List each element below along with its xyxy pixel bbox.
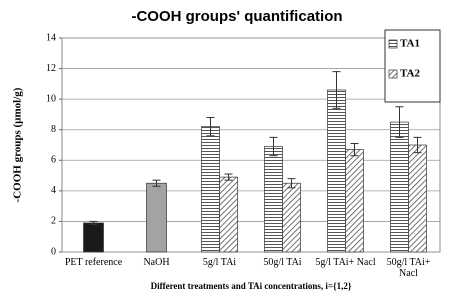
chart-title: -COOH groups' quantification [131, 8, 342, 25]
y-tick-label: 6 [51, 155, 56, 166]
x-tick-label: PET reference [64, 257, 123, 268]
y-tick-label: 2 [51, 216, 56, 227]
legend-swatch [388, 69, 398, 79]
y-tick-label: 0 [51, 246, 56, 257]
error-bar [206, 116, 215, 137]
error-bar [89, 220, 98, 225]
bar [390, 121, 409, 253]
x-axis-label: Different treatments and TAi concentrati… [151, 281, 352, 291]
y-tick-label: 14 [46, 32, 56, 43]
bar [282, 182, 301, 253]
error-bar [413, 136, 422, 154]
error-bar [287, 178, 296, 189]
bar [83, 222, 104, 253]
legend-label: TA2 [400, 68, 420, 80]
bar [408, 144, 427, 253]
bar [264, 146, 283, 253]
error-bar [269, 136, 278, 157]
y-tick-label: 8 [51, 124, 56, 135]
plot-area [61, 37, 441, 253]
x-tick-label: NaOH [143, 257, 170, 268]
error-bar [350, 142, 359, 157]
bar [146, 182, 167, 253]
y-tick-label: 10 [46, 93, 56, 104]
x-tick-label: 50g/l TAi+ Nacl [386, 257, 431, 279]
bar [327, 89, 346, 253]
x-tick-label: 50g/l TAi [263, 257, 302, 268]
y-axis-label: -COOH groups (µmol/g) [12, 87, 24, 202]
y-tick-label: 12 [46, 63, 56, 74]
legend-label: TA1 [400, 38, 420, 50]
y-tick-label: 4 [51, 185, 56, 196]
legend-swatch [388, 39, 398, 49]
x-tick-label: 5g/l TAi [202, 257, 237, 268]
error-bar [332, 71, 341, 109]
x-tick-label: 5g/l TAi+ Nacl [315, 257, 376, 268]
bar [219, 176, 238, 253]
error-bar [224, 173, 233, 181]
bar [345, 149, 364, 253]
bar [201, 126, 220, 253]
error-bar [152, 179, 161, 187]
error-bar [395, 106, 404, 138]
